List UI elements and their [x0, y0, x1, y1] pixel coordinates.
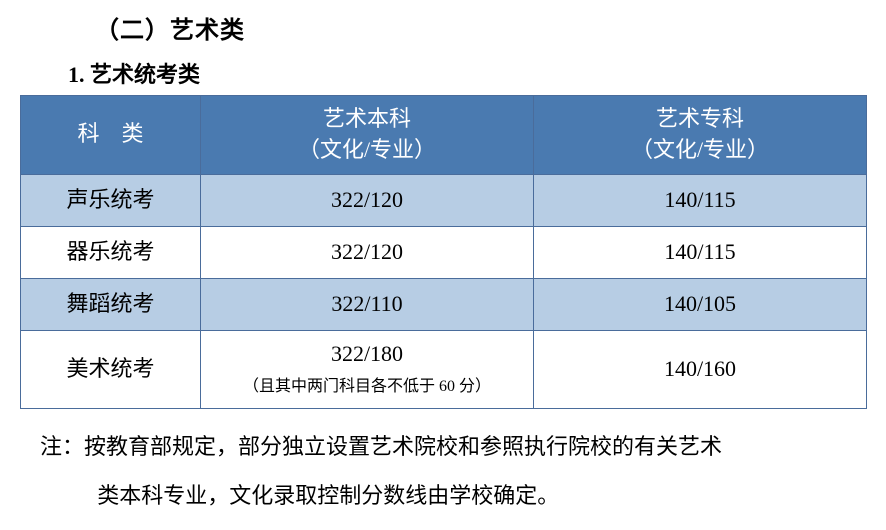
header-undergrad: 艺术本科 （文化/专业）: [201, 96, 534, 175]
section-title: （二）艺术类: [95, 10, 866, 45]
header-category: 科类: [21, 96, 201, 175]
footnote-line1: 注：按教育部规定，部分独立设置艺术院校和参照执行院校的有关艺术: [40, 434, 722, 459]
table-row: 舞蹈统考322/110140/105: [21, 278, 867, 330]
subsection-title: 1. 艺术统考类: [68, 57, 866, 89]
row-junior: 140/115: [534, 226, 867, 278]
table-body: 声乐统考322/120140/115器乐统考322/120140/115舞蹈统考…: [21, 174, 867, 409]
row-name: 舞蹈统考: [21, 278, 201, 330]
table-header-row: 科类 艺术本科 （文化/专业） 艺术专科 （文化/专业）: [21, 96, 867, 175]
header-junior: 艺术专科 （文化/专业）: [534, 96, 867, 175]
row-name: 器乐统考: [21, 226, 201, 278]
row-junior: 140/115: [534, 174, 867, 226]
row-undergrad: 322/120: [201, 226, 534, 278]
row-junior: 140/105: [534, 278, 867, 330]
row-name: 声乐统考: [21, 174, 201, 226]
footnote-line2: 类本科专业，文化录取控制分数线由学校确定。: [97, 483, 559, 508]
row-undergrad: 322/180 （且其中两门科目各不低于 60 分）: [201, 330, 534, 409]
table-row: 美术统考322/180 （且其中两门科目各不低于 60 分）140/160: [21, 330, 867, 409]
table-row: 器乐统考322/120140/115: [21, 226, 867, 278]
row-undergrad: 322/120: [201, 174, 534, 226]
table-row: 声乐统考322/120140/115: [21, 174, 867, 226]
scores-table: 科类 艺术本科 （文化/专业） 艺术专科 （文化/专业） 声乐统考322/120…: [20, 95, 867, 409]
row-name: 美术统考: [21, 330, 201, 409]
row-junior: 140/160: [534, 330, 867, 409]
footnote: 注：按教育部规定，部分独立设置艺术院校和参照执行院校的有关艺术 类本科专业，文化…: [40, 423, 846, 520]
row-undergrad: 322/110: [201, 278, 534, 330]
